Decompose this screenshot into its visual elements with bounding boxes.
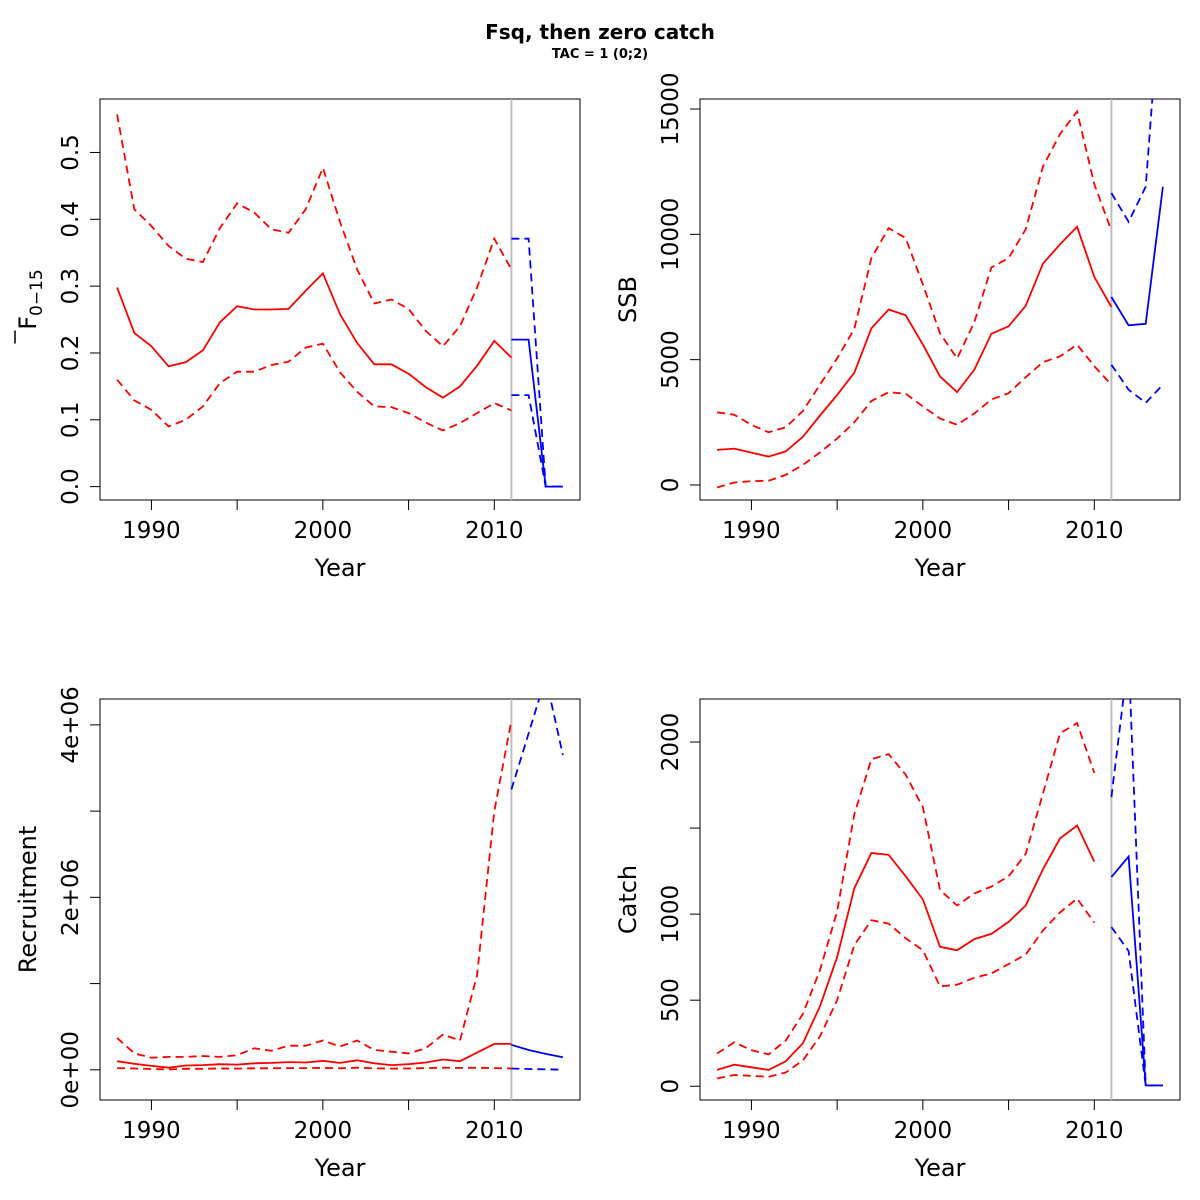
historical-bound-line [116,720,513,1059]
y-tick-label: 0.0 [58,468,84,505]
panel-catch: 1990 2000 2010 0 500 1000 2000 Year Catch [614,698,1181,1182]
y-tick-label: 0.2 [58,335,84,372]
forecast-estimate-line [1110,186,1164,327]
forecast-estimate-line [511,338,563,488]
x-tick-label: 2010 [1065,1118,1124,1144]
x-tick-label: 2010 [465,1118,524,1144]
x-tick-label: 1990 [122,1118,181,1144]
historical-estimate-line [717,225,1113,458]
y-tick-label: 10000 [658,198,684,271]
forecast-bound-line [1110,699,1163,1087]
forecast-bound-line [1110,364,1164,405]
forecast-bound-line [1110,99,1154,224]
historical-estimate-line [116,271,513,399]
historical-estimate-line [716,824,1096,1071]
forecast-bound-line [511,394,563,488]
y-tick-label: 5000 [658,330,684,389]
plot-frame [99,698,581,1101]
historical-bound-line [716,109,1113,434]
historical-bound-line [716,343,1113,489]
x-tick-label: 1990 [722,518,781,544]
y-tick-label: 1000 [658,885,684,944]
figure-subtitle: TAC = 1 (0;2) [551,47,649,62]
y-axis-label: F0−15 [14,269,47,330]
x-tick-label: 2000 [894,518,953,544]
y-tick-label: 500 [658,978,684,1022]
y-axis-label-subscript: 0−15 [27,269,47,316]
historical-bound-line [116,114,513,348]
x-axis-label: Year [914,554,966,582]
plot-frame [99,98,581,501]
x-tick-label: 2000 [294,518,353,544]
x-tick-label: 1990 [722,1118,781,1144]
x-axis-label: Year [314,1154,366,1182]
forecast-estimate-line [511,1043,564,1059]
y-axis-label: Catch [614,865,642,934]
forecast-bound-line [511,237,563,488]
historical-bound-line [116,342,512,432]
x-axis-label: Year [314,554,366,582]
x-axis-label: Year [914,1154,966,1182]
y-tick-label: 0 [658,1079,684,1094]
forecast-bound-line [1110,926,1163,1087]
figure-title: Fsq, then zero catch [485,20,715,44]
y-tick-label: 0.5 [58,134,84,171]
y-tick-label: 0e+00 [58,1031,84,1108]
historical-estimate-line [116,1043,512,1069]
x-tick-label: 2010 [465,518,524,544]
y-tick-label: 2000 [658,713,684,772]
y-axis-label: Recruitment [14,826,42,973]
panel-f: 1990 2000 2010 0.0 0.1 0.2 0.3 0.4 0.5 Year F0−15 [14,98,581,582]
historical-bound-line [117,1066,512,1071]
x-tick-label: 1990 [122,518,181,544]
y-axis-label: SSB [614,276,642,323]
plot-frame [699,698,1181,1101]
y-tick-label: 0.4 [58,201,84,238]
x-tick-label: 2000 [294,1118,353,1144]
forecast-bound-line [511,1067,563,1071]
plot-frame [699,98,1181,501]
y-tick-label: 4e+06 [58,686,84,763]
y-tick-label: 0.3 [58,268,84,305]
historical-bound-line [716,897,1096,1080]
panel-recruitment: 1990 2000 2010 0e+00 2e+06 4e+06 Year Recruitme… [14,686,581,1182]
forecast-bound-line [510,699,564,790]
y-tick-label: 0.1 [58,402,84,439]
y-tick-label: 0 [658,478,684,493]
x-tick-label: 2010 [1065,518,1124,544]
historical-bound-line [716,721,1096,1056]
y-tick-label: 2e+06 [58,859,84,936]
x-tick-label: 2000 [894,1118,953,1144]
panel-ssb: 1990 2000 2010 0 5000 10000 15000 Year SSB [614,72,1181,582]
y-tick-label: 15000 [658,72,684,145]
